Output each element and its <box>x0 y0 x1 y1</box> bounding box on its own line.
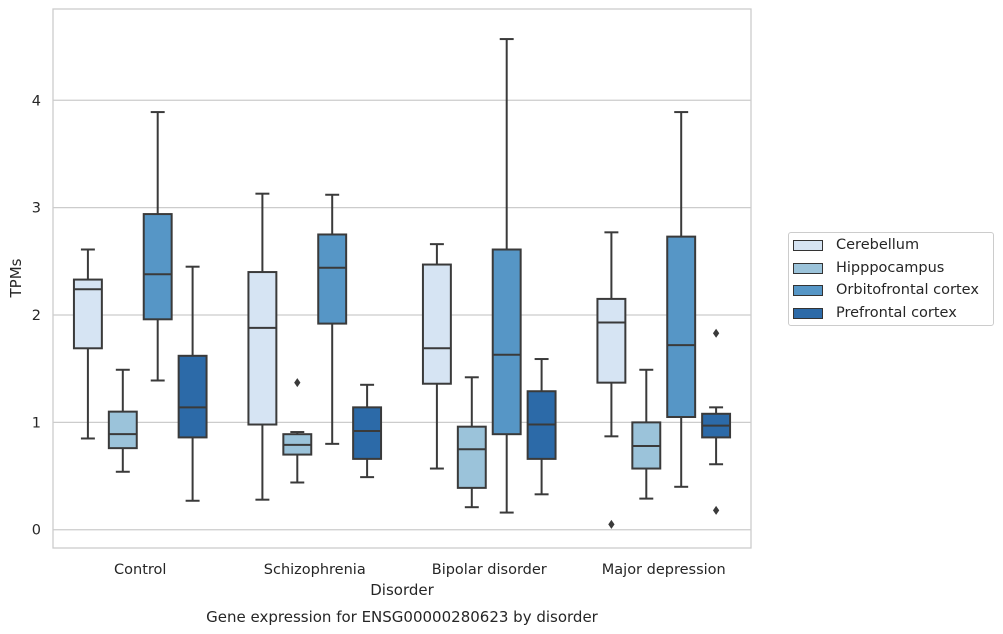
legend-item-prefrontal-cortex: Prefrontal cortex <box>793 303 957 323</box>
box-iqr <box>107 410 138 450</box>
box-iqr <box>142 213 173 321</box>
box <box>456 376 487 509</box>
legend-swatch <box>793 239 823 251</box>
box-iqr <box>352 406 383 460</box>
legend-label: Cerebellum <box>836 237 920 253</box>
box <box>247 192 278 501</box>
legend-item-cerebellum: Cerebellum <box>793 235 919 255</box>
outlier-point <box>608 519 615 529</box>
outlier-point <box>712 328 720 338</box>
box <box>107 368 138 473</box>
legend-swatch <box>793 262 823 274</box>
legend-swatch <box>793 307 823 319</box>
box <box>282 378 313 484</box>
box <box>491 38 522 514</box>
box-iqr <box>666 235 697 419</box>
boxes <box>72 38 732 529</box>
y-axis-ticks: 0 1 2 3 4 <box>32 93 41 538</box>
box-iqr <box>72 278 103 350</box>
box <box>317 193 348 445</box>
legend-swatch <box>793 284 823 296</box>
box <box>421 243 452 470</box>
box <box>352 383 383 479</box>
box <box>142 111 173 382</box>
x-axis-ticks: Control Schizophrenia Bipolar disorder Majo… <box>114 562 726 578</box>
box-iqr <box>317 233 348 325</box>
legend-label: Prefrontal cortex <box>836 305 957 321</box>
chart-caption: Gene expression for ENSG00000280623 by d… <box>206 608 599 626</box>
legend-item-orbitofrontal-cortex: Orbitofrontal cortex <box>793 280 979 300</box>
y-tick-label: 4 <box>32 93 41 109</box>
box <box>701 328 732 515</box>
y-tick-label: 2 <box>32 308 41 324</box>
box <box>596 231 627 529</box>
box-iqr <box>177 354 208 439</box>
legend-label: Orbitofrontal cortex <box>836 282 979 298</box>
outlier-point <box>712 505 720 515</box>
box <box>526 358 557 496</box>
x-tick-label: Bipolar disorder <box>432 562 547 578</box>
box-iqr <box>247 271 278 426</box>
box <box>72 248 103 440</box>
legend: Cerebellum Hipppocampus Orbitofrontal co… <box>788 232 994 326</box>
legend-item-hippocampus: Hipppocampus <box>793 258 944 278</box>
box-iqr <box>596 297 627 384</box>
x-tick-label: Schizophrenia <box>264 562 366 578</box>
box <box>631 368 662 500</box>
box-iqr <box>491 248 522 436</box>
y-axis-label: TPMs <box>7 258 25 298</box>
y-tick-label: 3 <box>32 201 41 217</box>
y-tick-label: 1 <box>32 415 41 431</box>
x-axis-label: Disorder <box>370 581 434 599</box>
legend-label: Hipppocampus <box>836 260 945 276</box>
box-iqr <box>456 425 487 489</box>
box <box>666 111 697 488</box>
x-tick-label: Control <box>114 562 166 578</box>
outlier-point <box>294 378 301 388</box>
x-tick-label: Major depression <box>602 562 726 578</box>
box-iqr <box>421 263 452 385</box>
y-tick-label: 0 <box>32 523 41 539</box>
box <box>177 265 208 502</box>
